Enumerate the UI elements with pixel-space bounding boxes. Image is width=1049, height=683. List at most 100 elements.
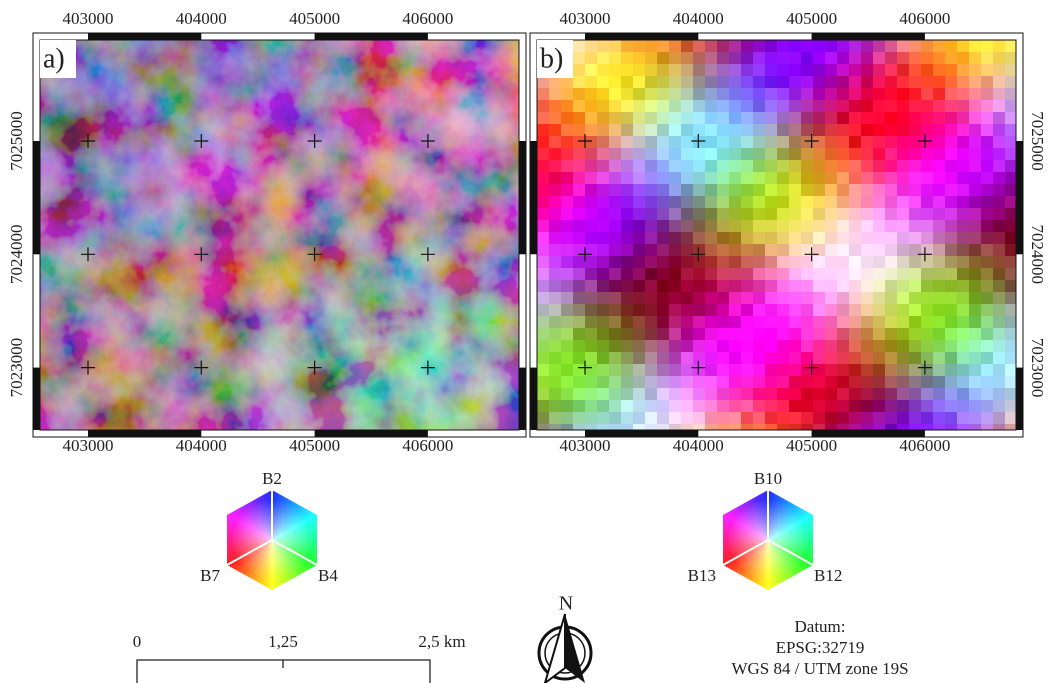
x-coord-label: 403000: [560, 9, 611, 28]
pixel: [813, 232, 825, 244]
pixel: [873, 40, 885, 52]
datum-crs: WGS 84 / UTM zone 19S: [731, 659, 908, 678]
pixel: [561, 304, 573, 316]
pixel: [549, 88, 561, 100]
pixel: [669, 112, 681, 124]
pixel: [561, 124, 573, 136]
pixel: [861, 148, 873, 160]
pixel: [993, 340, 1005, 352]
pixel: [825, 244, 837, 256]
pixel: [885, 244, 897, 256]
pixel: [717, 352, 729, 364]
pixel: [741, 160, 753, 172]
pixel: [645, 184, 657, 196]
pixel: [777, 316, 789, 328]
pixel: [897, 244, 909, 256]
pixel: [837, 136, 849, 148]
pixel: [693, 40, 705, 52]
pixel: [921, 148, 933, 160]
pixel: [669, 232, 681, 244]
pixel: [801, 268, 813, 280]
pixel: [933, 388, 945, 400]
pixel: [681, 160, 693, 172]
pixel: [777, 220, 789, 232]
pixel: [549, 412, 561, 424]
pixel: [669, 136, 681, 148]
pixel: [765, 328, 777, 340]
pixel: [861, 388, 873, 400]
pixel: [1005, 64, 1016, 76]
pixel: [1005, 100, 1016, 112]
pixel: [765, 364, 777, 376]
pixel: [693, 76, 705, 88]
pixel: [693, 268, 705, 280]
pixel: [1005, 424, 1016, 430]
pixel: [609, 304, 621, 316]
pixel: [897, 64, 909, 76]
pixel: [945, 52, 957, 64]
pixel: [609, 40, 621, 52]
pixel: [957, 280, 969, 292]
pixel: [657, 112, 669, 124]
x-coord-label: 404000: [673, 436, 724, 455]
pixel: [885, 388, 897, 400]
pixel: [729, 316, 741, 328]
x-coord-label: 406000: [402, 9, 453, 28]
pixel: [741, 136, 753, 148]
pixel: [753, 112, 765, 124]
pixel: [861, 232, 873, 244]
pixel: [801, 196, 813, 208]
pixel: [585, 160, 597, 172]
pixel: [741, 328, 753, 340]
pixel: [849, 52, 861, 64]
pixel: [657, 172, 669, 184]
pixel: [537, 328, 549, 340]
pixel: [681, 40, 693, 52]
pixel: [753, 100, 765, 112]
pixel: [717, 148, 729, 160]
pixel: [681, 364, 693, 376]
pixel: [945, 184, 957, 196]
pixel: [789, 184, 801, 196]
pixel: [837, 220, 849, 232]
pixel: [873, 88, 885, 100]
pixel: [801, 112, 813, 124]
pixel: [717, 64, 729, 76]
pixel: [561, 256, 573, 268]
pixel: [729, 400, 741, 412]
pixel: [585, 52, 597, 64]
pixel: [693, 160, 705, 172]
pixel: [981, 64, 993, 76]
pixel: [765, 340, 777, 352]
pixel: [729, 292, 741, 304]
pixel: [549, 244, 561, 256]
pixel: [861, 328, 873, 340]
pixel: [621, 124, 633, 136]
pixel: [573, 148, 585, 160]
pixel: [945, 352, 957, 364]
pixel: [873, 292, 885, 304]
legend-band: B13: [688, 566, 716, 585]
pixel: [693, 184, 705, 196]
pixel: [645, 76, 657, 88]
pixel: [825, 232, 837, 244]
pixel: [717, 100, 729, 112]
pixel: [909, 400, 921, 412]
pixel: [825, 340, 837, 352]
pixel: [753, 232, 765, 244]
pixel: [897, 256, 909, 268]
pixel: [921, 220, 933, 232]
pixel: [633, 412, 645, 424]
pixel: [993, 352, 1005, 364]
pixel: [801, 64, 813, 76]
x-coord-label: 403000: [63, 9, 114, 28]
pixel: [609, 232, 621, 244]
pixel: [693, 388, 705, 400]
pixel: [909, 412, 921, 424]
pixel: [933, 352, 945, 364]
pixel: [633, 76, 645, 88]
pixel: [681, 208, 693, 220]
pixel: [873, 160, 885, 172]
pixel: [729, 304, 741, 316]
pixel: [585, 304, 597, 316]
